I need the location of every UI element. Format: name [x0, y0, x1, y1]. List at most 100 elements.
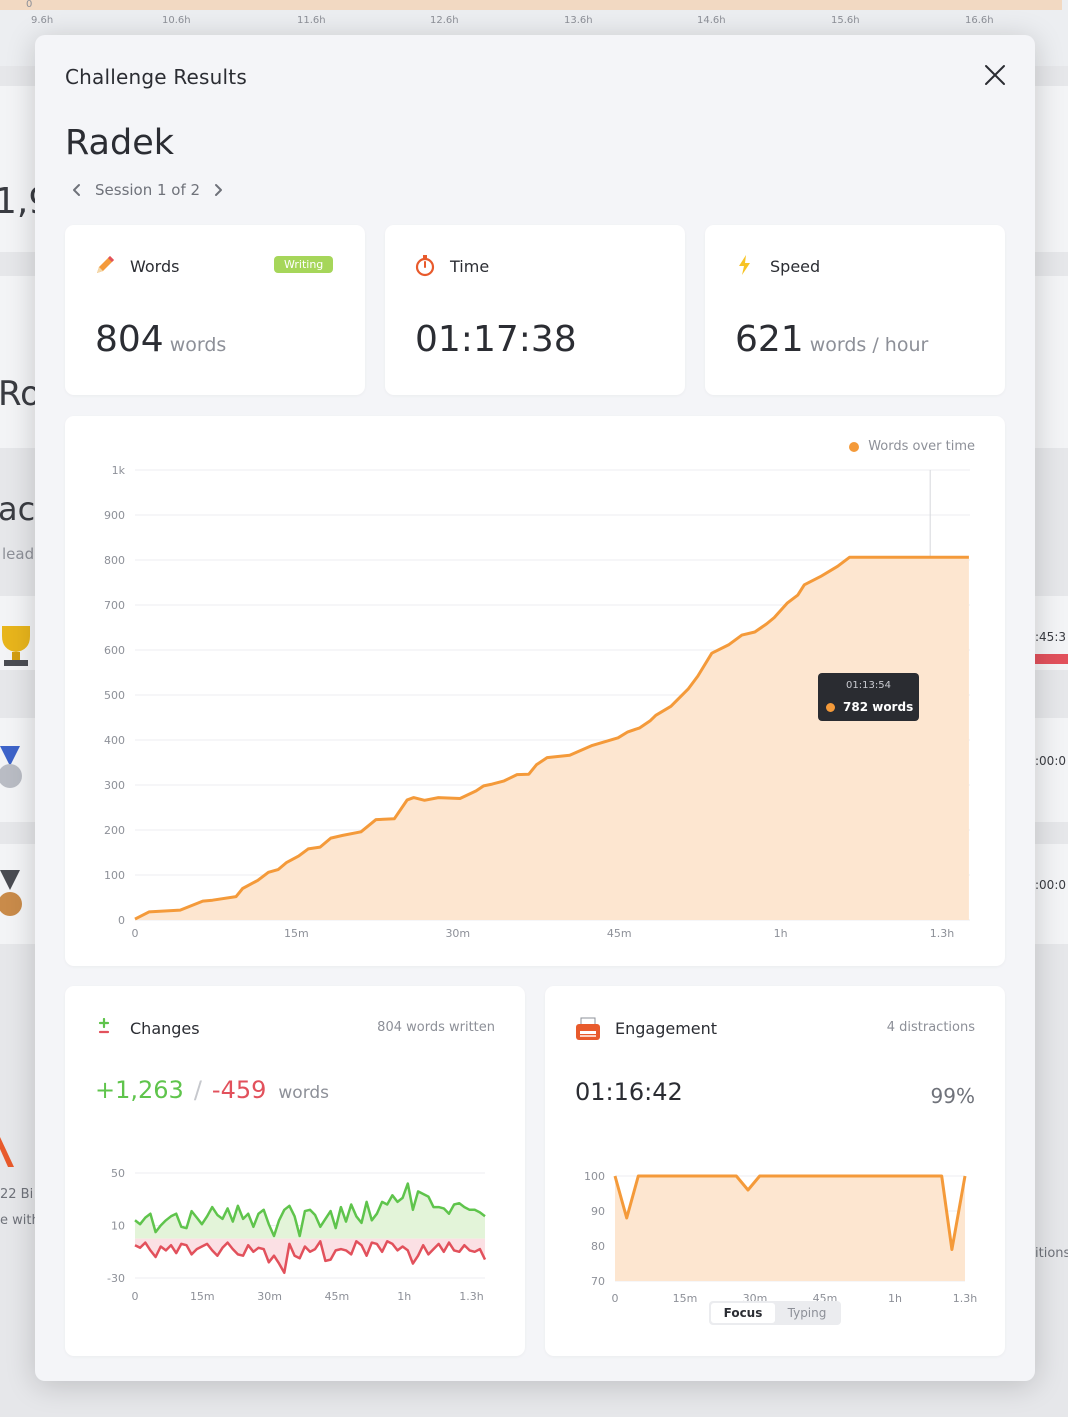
background-axis-tick: 16.6h: [965, 15, 994, 26]
background-axis-tick: 13.6h: [564, 15, 593, 26]
engagement-toggle: Focus Typing: [709, 1301, 841, 1325]
engagement-time: 01:16:42: [575, 1078, 683, 1106]
background-time: :45:3: [1035, 630, 1066, 644]
words-stat-card: Words Writing 804 words: [65, 225, 365, 395]
background-chart-area: [0, 0, 1062, 10]
x-tick-label: 15m: [284, 927, 309, 940]
background-axis-tick: 14.6h: [697, 15, 726, 26]
engagement-subtitle: 4 distractions: [886, 1020, 975, 1035]
x-tick-label: 0: [132, 927, 139, 940]
engagement-title: Engagement: [615, 1019, 718, 1038]
background-text: e with: [0, 1213, 40, 1228]
words-area: [135, 557, 969, 920]
words-chart-legend: Words over time: [849, 439, 975, 454]
legend-dot: [849, 441, 860, 452]
background-progress-bar: [1035, 654, 1068, 664]
session-label: Session 1 of 2: [95, 181, 201, 199]
background-text: 22 Bi: [0, 1187, 34, 1202]
words-line: [134, 555, 969, 921]
x-tick-label: 1h: [774, 927, 788, 940]
engagement-card: Engagement 4 distractions 01:16:42 99% 1…: [545, 986, 1005, 1356]
background-text: itions: [1035, 1246, 1068, 1261]
y-tick-label: 100: [104, 869, 125, 882]
x-tick-label: 45m: [607, 927, 632, 940]
y-tick-label: 90: [591, 1205, 605, 1218]
focus-toggle-button[interactable]: Focus: [711, 1303, 775, 1323]
challenge-results-modal: Challenge Results Radek Session 1 of 2 W…: [35, 35, 1035, 1381]
speed-value: 621 words / hour: [735, 319, 928, 360]
trophy-icon: [0, 622, 34, 670]
close-button[interactable]: [981, 61, 1009, 89]
changes-card: Changes 804 words written +1,263 / -459 …: [65, 986, 525, 1356]
engagement-area: [615, 1176, 965, 1281]
x-tick-label: 15m: [673, 1292, 698, 1305]
words-value: 804 words: [95, 319, 226, 360]
tooltip-time: 01:13:54: [846, 680, 891, 691]
chevron-left-icon[interactable]: [69, 182, 85, 198]
y-tick-label: 50: [111, 1167, 125, 1180]
chevron-right-icon[interactable]: [210, 182, 226, 198]
y-tick-label: 700: [104, 599, 125, 612]
x-tick-label: 1.3h: [930, 927, 954, 940]
y-tick-label: 0: [118, 914, 125, 927]
modal-title: Challenge Results: [65, 65, 247, 89]
background-axis-zero: 0: [26, 0, 33, 10]
y-tick-label: 200: [104, 824, 125, 837]
typing-toggle-button[interactable]: Typing: [787, 1306, 827, 1320]
background-text: Ro: [0, 374, 41, 414]
background-time: :00:0: [1035, 754, 1066, 768]
time-value: 01:17:38: [415, 319, 577, 360]
engagement-percent: 99%: [930, 1084, 975, 1108]
words-over-time-card: Words over time 0 100 200 300 400 500 600 700 80…: [65, 416, 1005, 966]
changes-subtitle: 804 words written: [377, 1020, 495, 1035]
changes-chart[interactable]: 50 10 -30 0 15m 30m 45m 1h 1.3h: [65, 986, 525, 1356]
changes-summary: +1,263 / -459 words: [95, 1076, 329, 1104]
separator: /: [193, 1076, 202, 1104]
y-tick-label: 80: [591, 1240, 605, 1253]
added-line: [134, 1182, 486, 1238]
y-tick-label: 10: [111, 1220, 125, 1233]
engagement-line: [613, 1174, 967, 1251]
tooltip-dot: [826, 702, 835, 712]
speed-count: 621: [735, 319, 804, 360]
session-navigation: Session 1 of 2: [69, 179, 226, 201]
background-axis-tick: 12.6h: [430, 15, 459, 26]
x-tick-label: 30m: [445, 927, 470, 940]
background-axis-tick: 9.6h: [31, 15, 54, 26]
x-tick-label: 15m: [190, 1290, 215, 1303]
background-axis-tick: 10.6h: [162, 15, 191, 26]
y-tick-label: 800: [104, 554, 125, 567]
speed-stat-card: Speed 621 words / hour: [705, 225, 1005, 395]
y-tick-label: -30: [107, 1272, 125, 1285]
bronze-medal-icon: [0, 870, 24, 920]
x-tick-label: 1h: [397, 1290, 411, 1303]
x-tick-label: 0: [612, 1292, 619, 1305]
x-tick-label: 1.3h: [953, 1292, 977, 1305]
pencil-icon: [97, 256, 114, 273]
words-over-time-chart[interactable]: 0 100 200 300 400 500 600 700 800 900 1k 0 15m 30m 45m…: [65, 416, 1005, 966]
y-tick-label: 1k: [112, 464, 126, 477]
y-tick-label: 100: [584, 1170, 605, 1183]
changes-unit: words: [278, 1083, 330, 1103]
x-tick-label: 45m: [325, 1290, 350, 1303]
silver-medal-icon: [0, 746, 24, 794]
y-tick-label: 600: [104, 644, 125, 657]
background-axis-tick: 15.6h: [831, 15, 860, 26]
x-tick-label: 1.3h: [459, 1290, 483, 1303]
chart-tooltip: 01:13:54 782 words: [818, 673, 919, 721]
stopwatch-icon: [415, 255, 435, 277]
x-tick-label: 0: [132, 1290, 139, 1303]
words-unit: words: [169, 334, 227, 356]
removed-area: [135, 1238, 485, 1273]
tooltip-value: 782 words: [826, 700, 913, 714]
tooltip-words: 782 words: [843, 700, 914, 714]
background-heading: ac: [0, 490, 36, 528]
background-subtext: lead: [2, 545, 35, 563]
y-tick-label: 70: [591, 1275, 605, 1288]
words-count: 804: [95, 319, 164, 360]
speed-unit: words / hour: [809, 334, 929, 356]
background-axis-tick: 11.6h: [297, 15, 326, 26]
legend-label: Words over time: [868, 439, 975, 454]
background-logo-icon: [0, 1133, 16, 1169]
lightning-icon: [739, 255, 750, 275]
